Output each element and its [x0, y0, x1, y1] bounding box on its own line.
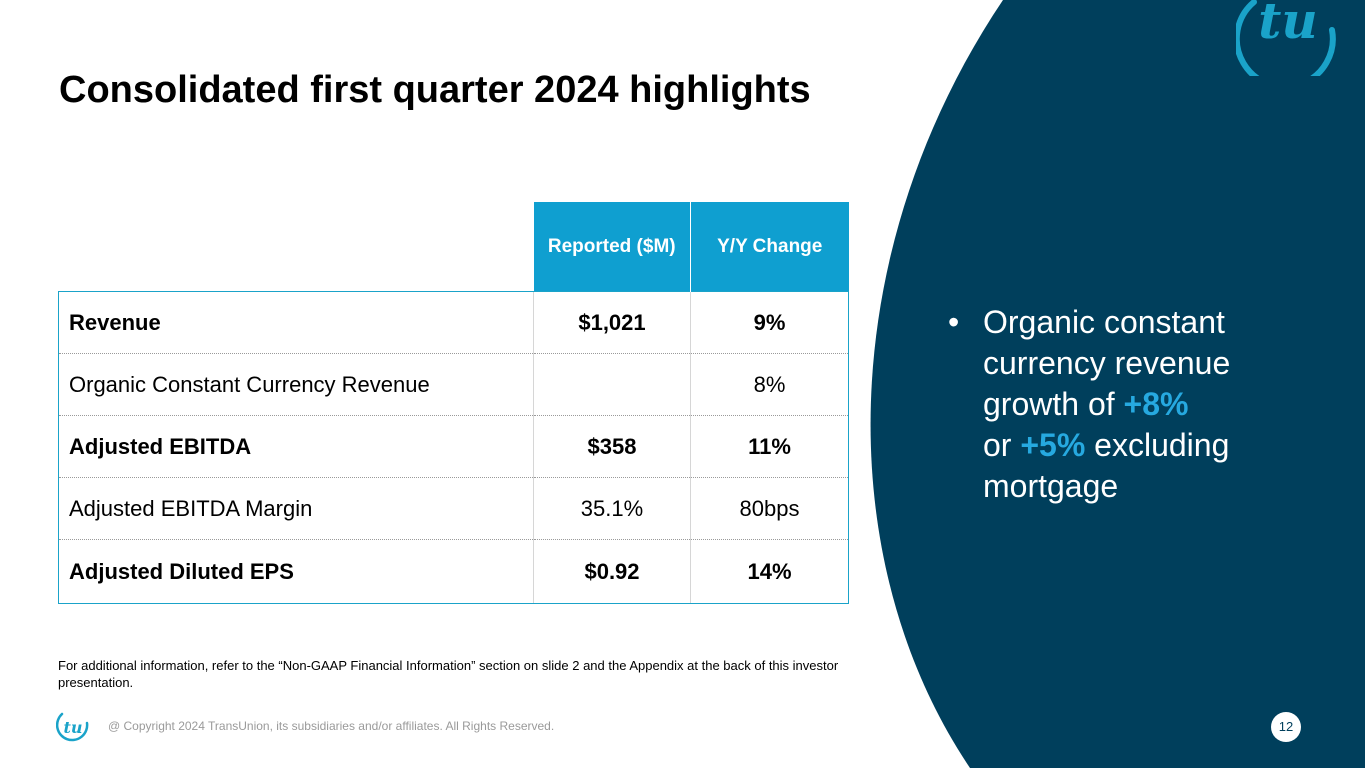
table-row: Adjusted EBITDA Margin 35.1% 80bps — [58, 477, 849, 540]
logo-text: tu — [1258, 0, 1317, 50]
bullet-text-part: or — [983, 427, 1021, 463]
row-label: Adjusted Diluted EPS — [58, 539, 534, 604]
highlight-bullet: • Organic constant currency revenue grow… — [948, 302, 1278, 507]
copyright-text: @ Copyright 2024 TransUnion, its subsidi… — [108, 719, 555, 733]
row-label: Adjusted EBITDA Margin — [58, 477, 534, 540]
bullet-text-part: excluding mortgage — [983, 427, 1230, 504]
table-row: Adjusted EBITDA $358 11% — [58, 415, 849, 478]
bullet-marker: • — [948, 304, 960, 340]
header-blank-cell — [59, 202, 534, 292]
row-change: 80bps — [690, 477, 849, 540]
highlight-growth: +8% — [1123, 386, 1189, 422]
row-label: Organic Constant Currency Revenue — [58, 353, 534, 416]
row-change: 11% — [690, 415, 849, 478]
row-change: 8% — [690, 353, 849, 416]
row-reported: 35.1% — [533, 477, 691, 540]
bullet-text-part: Organic constant currency revenue growth… — [983, 304, 1231, 422]
header-yy-change: Y/Y Change — [690, 202, 849, 292]
transunion-logo-icon: tu — [1236, 0, 1336, 76]
row-reported: $1,021 — [533, 291, 691, 354]
transunion-footer-logo-icon: tu — [56, 712, 89, 742]
bullet-text: Organic constant currency revenue growth… — [983, 302, 1278, 507]
page-number: 12 — [1271, 712, 1301, 742]
highlights-table: Reported ($M) Y/Y Change Revenue $1,021 … — [58, 202, 849, 604]
table-row: Revenue $1,021 9% — [58, 291, 849, 354]
footer-logo-text: tu — [63, 718, 82, 737]
header-reported: Reported ($M) — [533, 202, 691, 292]
highlight-excl-mortgage: +5% — [1020, 427, 1086, 463]
row-label: Revenue — [58, 291, 534, 354]
table-row: Adjusted Diluted EPS $0.92 14% — [58, 539, 849, 604]
page-title: Consolidated first quarter 2024 highligh… — [59, 69, 811, 111]
row-change: 14% — [690, 539, 849, 604]
table-row: Organic Constant Currency Revenue 8% — [58, 353, 849, 416]
row-change: 9% — [690, 291, 849, 354]
footnote: For additional information, refer to the… — [58, 658, 839, 690]
row-reported: $0.92 — [533, 539, 691, 604]
table-header-row: Reported ($M) Y/Y Change — [59, 202, 849, 292]
row-label: Adjusted EBITDA — [58, 415, 534, 478]
row-reported: $358 — [533, 415, 691, 478]
row-reported — [533, 353, 691, 416]
